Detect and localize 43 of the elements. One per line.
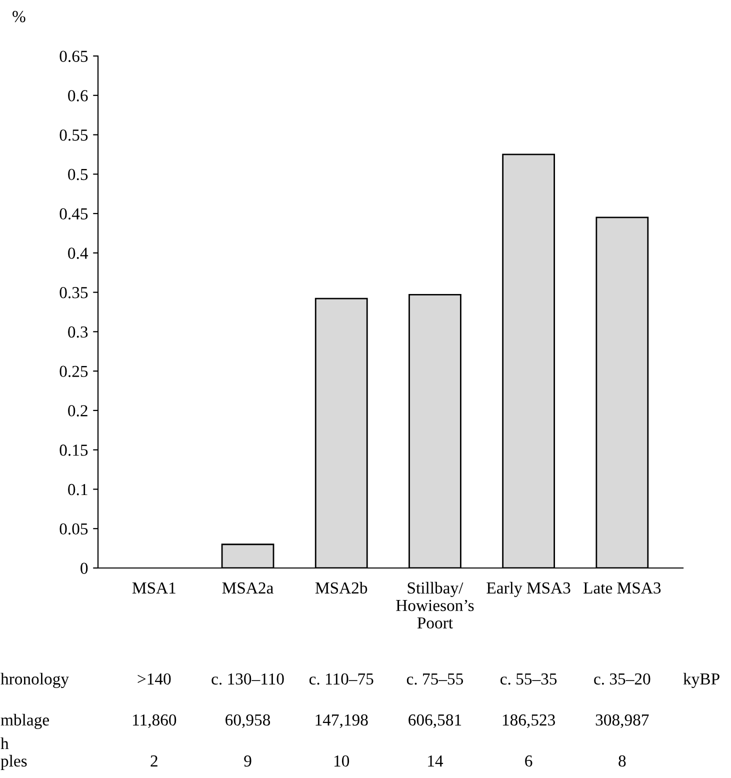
text: 60,958 [226,714,270,728]
text: mblage [0,714,49,729]
y-tick-label: 0.15 [60,444,88,456]
y-tick-label: 0.65 [60,50,88,62]
y-tick-label: 0.2 [68,405,88,416]
text: 11,860 [133,714,176,728]
text: 147,198 [316,714,368,728]
x-tick-label: MSA1 [132,582,176,594]
y-tick-label: 0.55 [60,129,88,141]
y-tick-label: 0.4 [68,248,88,259]
text: 9 [244,755,252,767]
text: 606,581 [408,714,462,728]
text: 10 [334,755,350,767]
y-tick-label: 0 [80,562,88,574]
text: 308,987 [596,714,649,728]
y-tick-label: 0.05 [60,523,88,535]
text: 186,523 [502,714,555,728]
text: kyBP [683,672,720,688]
x-tick-label: Early MSA3 [486,582,570,598]
text: h ples [0,737,27,770]
x-tick-label: Late MSA3 [584,582,661,594]
text: c. 75–55 [406,674,464,685]
y-tick-label: 0.25 [60,366,88,378]
y-tick-label: 0.1 [68,484,88,496]
y-tick-label: 0.6 [68,90,88,102]
text: c. 130–110 [212,673,284,685]
text: 2 [150,755,158,766]
y-tick-label: 0.5 [68,168,88,180]
x-tick-label: Stillbay/ Howieson’s Poort [396,582,474,629]
text: 8 [618,755,626,767]
text: c. 35–20 [594,673,650,685]
text: 6 [525,755,532,767]
y-axis-title: % [12,10,26,22]
y-tick-label: 0.3 [68,326,88,338]
text: >140 [138,673,171,685]
y-tick-label: 0.45 [60,208,88,220]
x-tick-label: MSA2b [315,582,368,594]
text: c. 55–35 [500,673,557,685]
text: 14 [428,755,444,766]
text: hronology [0,672,69,688]
text: c. 110–75 [309,673,374,685]
x-tick-label: MSA2a [222,582,274,594]
y-tick-label: 0.35 [60,287,88,298]
